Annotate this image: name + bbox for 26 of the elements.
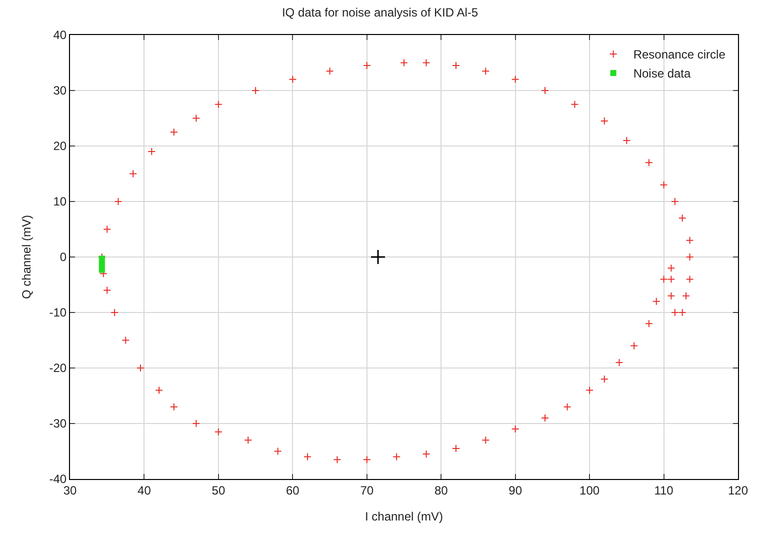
chart-title: IQ data for noise analysis of KID Al-5 — [282, 5, 478, 20]
legend-label: Noise data — [633, 66, 692, 81]
y-tick-label: -10 — [49, 306, 67, 320]
y-tick-label: -30 — [49, 416, 67, 431]
y-tick-label: 30 — [53, 84, 67, 98]
x-tick-label: 40 — [138, 483, 152, 498]
point — [98, 261, 105, 268]
legend-label: Resonance circle — [633, 48, 726, 62]
y-axis-title: Q channel (mV) — [20, 214, 34, 300]
x-tick-label: 50 — [212, 483, 226, 498]
x-tick-label: 60 — [286, 483, 300, 498]
x-tick-label: 100 — [580, 483, 600, 498]
y-tick-label: 0 — [60, 250, 67, 264]
y-tick-label: 40 — [53, 28, 67, 42]
point — [98, 256, 105, 262]
y-tick-label: 20 — [53, 139, 67, 154]
x-tick-label: 110 — [654, 483, 674, 498]
x-tick-label: 70 — [360, 483, 374, 498]
y-tick-label: -20 — [49, 361, 67, 376]
x-tick-label: 90 — [508, 483, 522, 498]
point — [98, 266, 105, 273]
x-tick-label: 80 — [434, 483, 448, 498]
y-tick-label: 10 — [53, 194, 67, 209]
point — [370, 249, 386, 265]
x-tick-label: 120 — [728, 483, 748, 498]
x-axis-title: I channel (mV) — [364, 509, 444, 524]
